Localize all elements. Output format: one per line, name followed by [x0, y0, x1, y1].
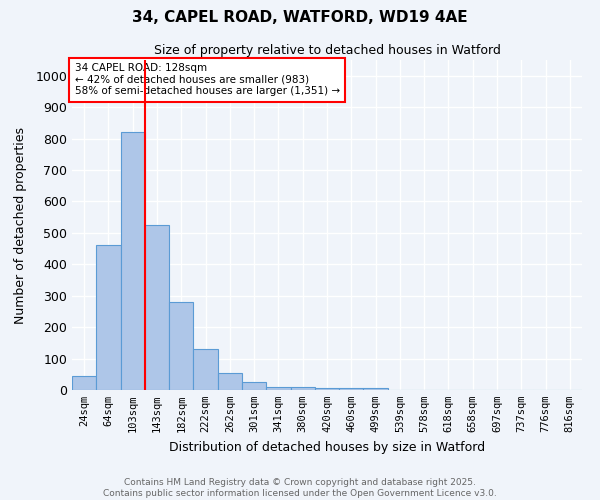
Bar: [364, 388, 388, 390]
Bar: [96, 246, 121, 390]
X-axis label: Distribution of detached houses by size in Watford: Distribution of detached houses by size …: [169, 440, 485, 454]
Text: 34, CAPEL ROAD, WATFORD, WD19 4AE: 34, CAPEL ROAD, WATFORD, WD19 4AE: [132, 10, 468, 25]
Bar: [169, 302, 193, 390]
Bar: [339, 388, 364, 390]
Y-axis label: Number of detached properties: Number of detached properties: [14, 126, 27, 324]
Bar: [72, 376, 96, 390]
Bar: [145, 225, 169, 390]
Text: Contains HM Land Registry data © Crown copyright and database right 2025.
Contai: Contains HM Land Registry data © Crown c…: [103, 478, 497, 498]
Bar: [242, 382, 266, 390]
Bar: [315, 388, 339, 390]
Bar: [121, 132, 145, 390]
Bar: [193, 349, 218, 390]
Bar: [290, 387, 315, 390]
Title: Size of property relative to detached houses in Watford: Size of property relative to detached ho…: [154, 44, 500, 58]
Bar: [266, 387, 290, 390]
Text: 34 CAPEL ROAD: 128sqm
← 42% of detached houses are smaller (983)
58% of semi-det: 34 CAPEL ROAD: 128sqm ← 42% of detached …: [74, 64, 340, 96]
Bar: [218, 372, 242, 390]
